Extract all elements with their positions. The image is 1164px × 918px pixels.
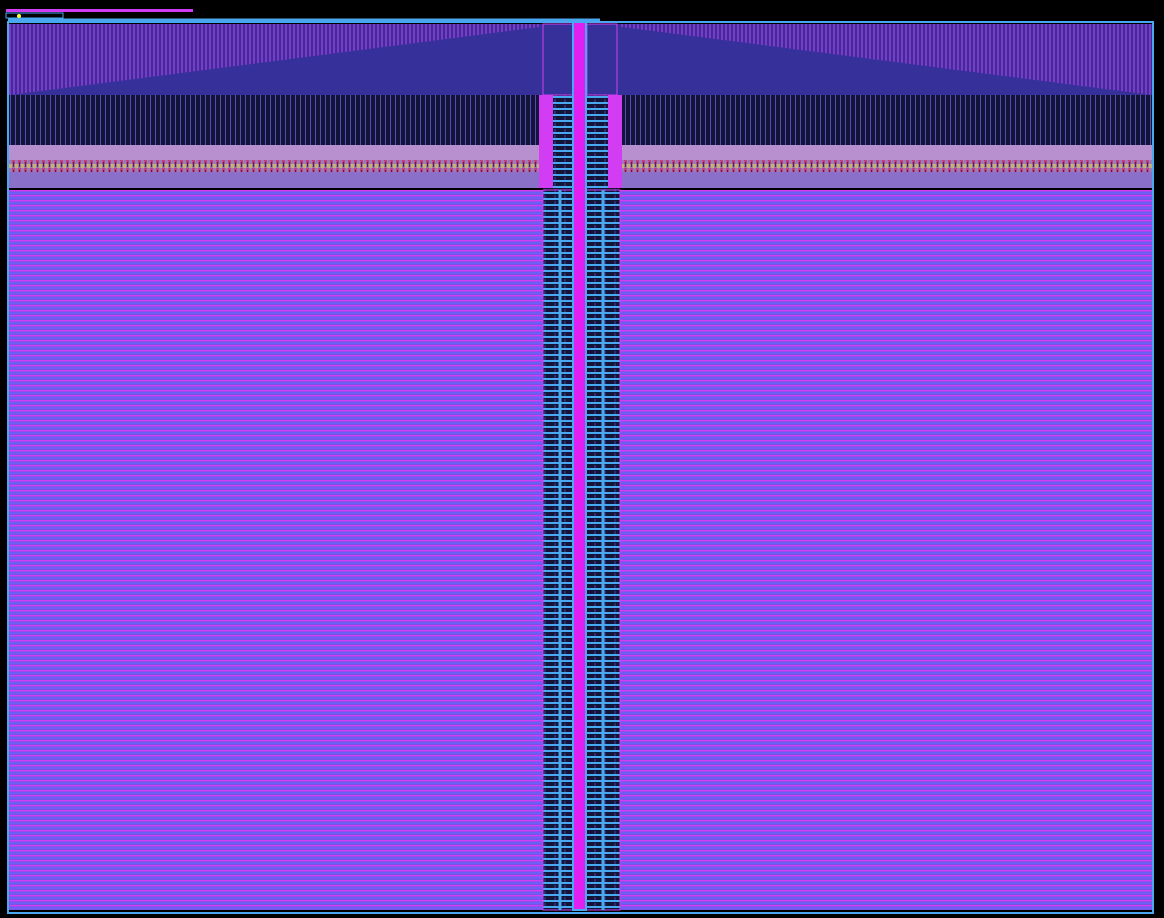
vertical-lines [9, 24, 1151, 95]
center-pad-left [539, 95, 553, 188]
top-block [5, 12, 64, 19]
center-bus [572, 19, 587, 911]
boundary [7, 21, 1154, 914]
center-top-right [586, 23, 618, 96]
center-pad-right [608, 95, 622, 188]
marker [17, 14, 21, 18]
center-top-left [542, 23, 574, 96]
top-strip [6, 9, 193, 12]
